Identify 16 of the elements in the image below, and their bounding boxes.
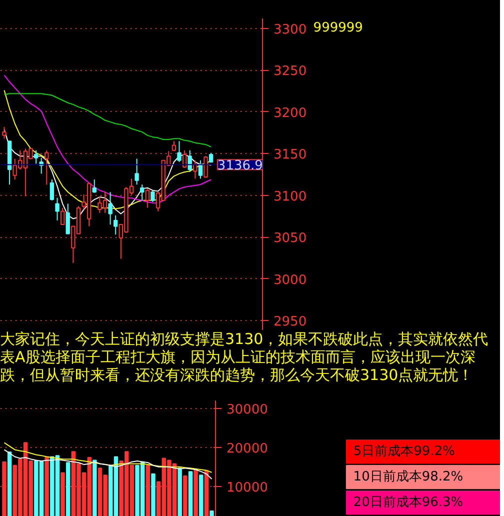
y-tick-label: 3300: [274, 22, 307, 38]
y-tick-label: 3100: [274, 189, 307, 204]
annotation: 大家记住，今天上证的初级支撑是3130，如果不跌破此点，其实就依然代表A股选择面子工程扛大旗，因为从上证的技术面而言，应该出现一次深跌，但从暂时来看，还没有深跌的趋势，那么今天不破3130点就无忧！: [0, 330, 490, 384]
y-tick-label: 2950: [274, 314, 307, 330]
y-tick-label: 3000: [274, 272, 307, 288]
text: 10日前成本98.2%: [353, 470, 464, 485]
y-tick-label: 10000: [226, 480, 268, 496]
text: 5日前成本99.2%: [353, 444, 455, 460]
y-tick-label: 3250: [274, 64, 307, 80]
y-tick-label: 3200: [274, 106, 307, 121]
y-tick-label: 3150: [274, 148, 307, 163]
y-tick-label: 3050: [274, 231, 307, 246]
text: 20日前成本96.3%: [353, 495, 464, 510]
y-tick-label: 20000: [226, 441, 268, 456]
text: 999999: [313, 20, 363, 36]
y-tick-label: 30000: [226, 402, 268, 418]
